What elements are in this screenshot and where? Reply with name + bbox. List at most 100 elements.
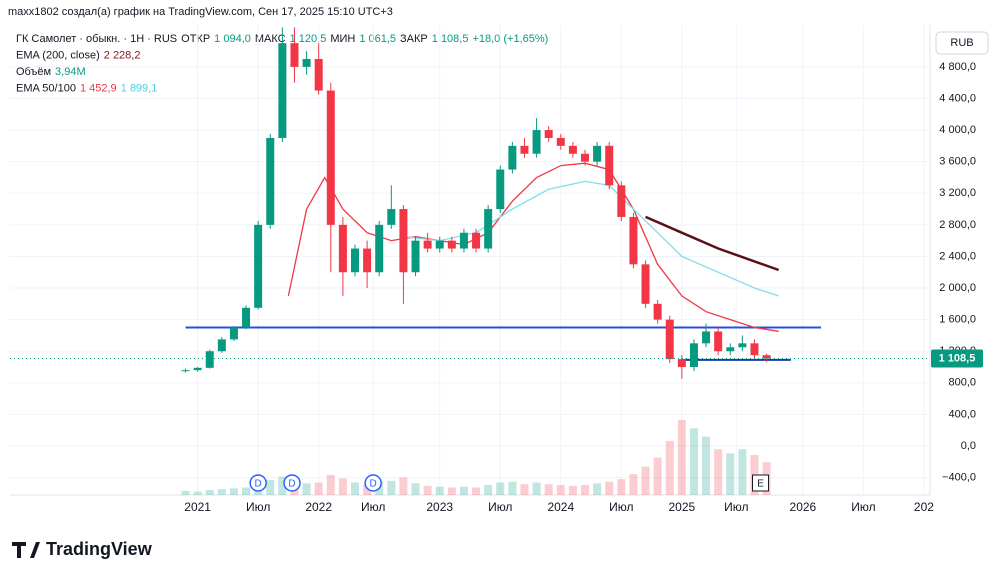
- candle-body: [738, 343, 747, 348]
- volume-bar: [387, 480, 396, 495]
- candle-body: [532, 130, 541, 154]
- x-tick-label: Июл: [724, 500, 748, 514]
- candle-body: [351, 248, 359, 273]
- event-marker: [364, 474, 382, 492]
- y-tick-label: 4 800,0: [939, 61, 976, 73]
- candle-body: [459, 232, 468, 249]
- ema-line: [287, 162, 779, 332]
- volume-bar: [738, 449, 747, 495]
- y-tick-label: 2 400,0: [939, 250, 976, 262]
- candle-body: [181, 370, 190, 372]
- volume-bar: [484, 485, 493, 495]
- candle-body: [338, 224, 347, 273]
- candle-body: [689, 343, 698, 368]
- volume-bar: [629, 474, 638, 495]
- candle-body: [278, 43, 287, 138]
- logo-text: TradingView: [46, 539, 153, 559]
- candle-body: [702, 331, 711, 344]
- y-tick-label: 0,0: [961, 440, 976, 452]
- volume-bar: [302, 483, 311, 495]
- legend-row: EMA 50/100 1 452,9 1 899,1: [16, 82, 157, 94]
- candle-body: [399, 209, 408, 273]
- volume-bar: [496, 482, 505, 495]
- volume-bar: [217, 489, 226, 495]
- event-label: D: [288, 479, 295, 490]
- candle-body: [326, 90, 335, 225]
- event-marker: [283, 474, 301, 492]
- legend-item: 1 120,5: [290, 33, 327, 45]
- legend-item: +18,0 (+1,65%): [472, 33, 548, 45]
- volume-bar: [653, 457, 662, 495]
- candle-body: [568, 145, 577, 154]
- volume-bar: [314, 482, 323, 495]
- volume-bar: [338, 478, 347, 495]
- y-tick-label: 800,0: [948, 377, 976, 389]
- legend-item: 1 899,1: [121, 82, 158, 94]
- x-tick-label: 2024: [547, 500, 574, 514]
- candle-body: [605, 145, 614, 186]
- volume-bar: [242, 487, 251, 495]
- volume-bar: [508, 481, 517, 495]
- candle-body: [714, 331, 723, 352]
- volume-bar: [459, 486, 468, 495]
- candle-body: [411, 240, 420, 273]
- volume-bar: [641, 466, 650, 495]
- candle-body: [217, 339, 226, 352]
- x-tick-label: 2026: [790, 500, 817, 514]
- legend-row: EMA (200, close) 2 228,2: [16, 49, 140, 61]
- x-tick-label: 2021: [184, 500, 211, 514]
- legend-item: МИН: [330, 33, 355, 45]
- x-tick-label: Июл: [609, 500, 633, 514]
- header: maxx1802 создал(а) график на TradingView…: [8, 6, 393, 18]
- event-label: E: [757, 479, 764, 490]
- y-tick-label: 400,0: [948, 408, 976, 420]
- currency-box: [935, 31, 989, 55]
- event-label: D: [255, 479, 262, 490]
- legend-row: ГК Самолет · обыкн. · 1Н · RUS ОТКР 1 094,…: [16, 33, 548, 45]
- volume-bar: [544, 484, 553, 495]
- candle-body: [363, 248, 372, 273]
- candle-body: [447, 240, 456, 249]
- volume-bar: [568, 485, 577, 495]
- candle-body: [508, 145, 517, 170]
- candle-body: [726, 347, 735, 352]
- candle-body: [581, 153, 589, 162]
- y-tick-label: 1 600,0: [939, 314, 976, 326]
- volume-bar: [181, 490, 190, 495]
- legend-item: 1 108,5: [432, 33, 469, 45]
- y-tick-label: 3 600,0: [939, 156, 976, 168]
- volume-bar: [520, 484, 529, 495]
- volume-bar: [193, 491, 202, 495]
- volume-bar: [702, 436, 711, 495]
- event-label: D: [370, 479, 377, 490]
- volume-bar: [617, 479, 626, 495]
- event-marker: [752, 474, 770, 492]
- legend-item: EMA 50/100: [16, 82, 76, 94]
- volume-bar: [472, 487, 481, 495]
- candle-body: [496, 169, 505, 210]
- event-marker: [249, 474, 267, 492]
- y-tick-label: 2 000,0: [939, 282, 976, 294]
- candle-body: [520, 145, 529, 154]
- legend-item: EMA (200, close): [16, 49, 100, 61]
- legend-item: ГК Самолет · обыкн. · 1Н · RUS: [16, 33, 177, 45]
- x-tick-label: 2023: [426, 500, 453, 514]
- candle-body: [205, 351, 214, 368]
- volume-bar: [326, 475, 335, 495]
- volume-bar: [447, 487, 456, 495]
- candle-body: [762, 355, 771, 359]
- candle-body: [266, 137, 275, 225]
- volume-bar: [581, 485, 589, 495]
- volume-bar: [229, 488, 238, 495]
- volume-bar: [532, 482, 541, 495]
- logo: TradingView: [12, 539, 153, 559]
- legend-item: 1 061,5: [359, 33, 396, 45]
- x-tick-label: Июл: [361, 500, 385, 514]
- volume-bar: [363, 484, 372, 495]
- x-tick-label: 2022: [305, 500, 332, 514]
- last-price-box: [931, 349, 983, 368]
- volume-bar: [399, 477, 408, 495]
- x-tick-label: Июл: [851, 500, 875, 514]
- legend-item: 2 228,2: [104, 49, 141, 61]
